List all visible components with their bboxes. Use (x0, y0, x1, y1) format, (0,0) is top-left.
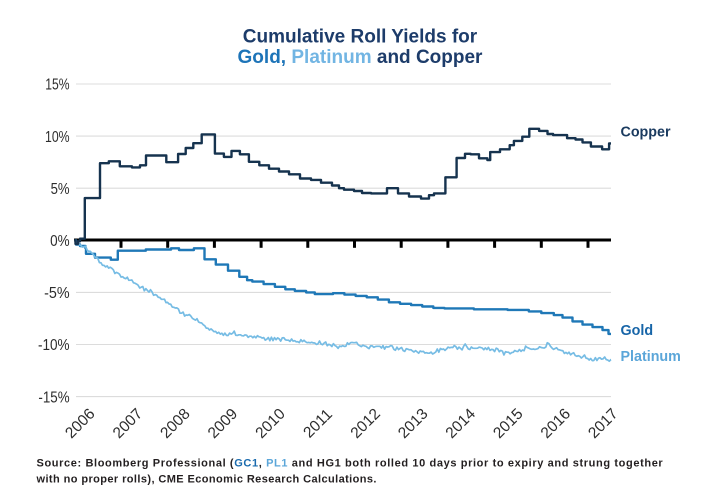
svg-text:Platinum: Platinum (621, 349, 681, 365)
svg-text:15%: 15% (45, 77, 69, 94)
svg-text:2011: 2011 (300, 406, 336, 442)
svg-text:2012: 2012 (347, 405, 383, 441)
svg-text:10%: 10% (45, 129, 70, 146)
svg-text:Copper: Copper (621, 125, 671, 141)
svg-text:2014: 2014 (443, 405, 480, 442)
svg-text:2007: 2007 (110, 405, 146, 441)
svg-text:-5%: -5% (44, 285, 70, 302)
svg-text:Gold: Gold (621, 323, 654, 339)
svg-text:2015: 2015 (490, 405, 526, 441)
svg-text:-10%: -10% (38, 337, 70, 354)
svg-text:2013: 2013 (395, 405, 431, 441)
svg-text:0%: 0% (50, 233, 70, 250)
svg-text:Source: Bloomberg Professional: Source: Bloomberg Professional (GC1, PL1… (37, 457, 664, 469)
svg-text:2009: 2009 (205, 405, 241, 441)
svg-text:with no proper rolls), CME Eco: with no proper rolls), CME Economic Rese… (36, 474, 377, 486)
svg-text:-15%: -15% (38, 389, 69, 406)
svg-text:2006: 2006 (62, 405, 98, 441)
svg-text:Gold, Platinum and Copper: Gold, Platinum and Copper (238, 47, 484, 68)
svg-text:2010: 2010 (252, 405, 289, 442)
svg-text:2017: 2017 (585, 405, 621, 441)
svg-text:Cumulative Roll Yields for: Cumulative Roll Yields for (243, 27, 478, 48)
svg-text:2008: 2008 (157, 405, 193, 441)
svg-text:2016: 2016 (538, 405, 574, 441)
svg-text:5%: 5% (51, 181, 70, 198)
